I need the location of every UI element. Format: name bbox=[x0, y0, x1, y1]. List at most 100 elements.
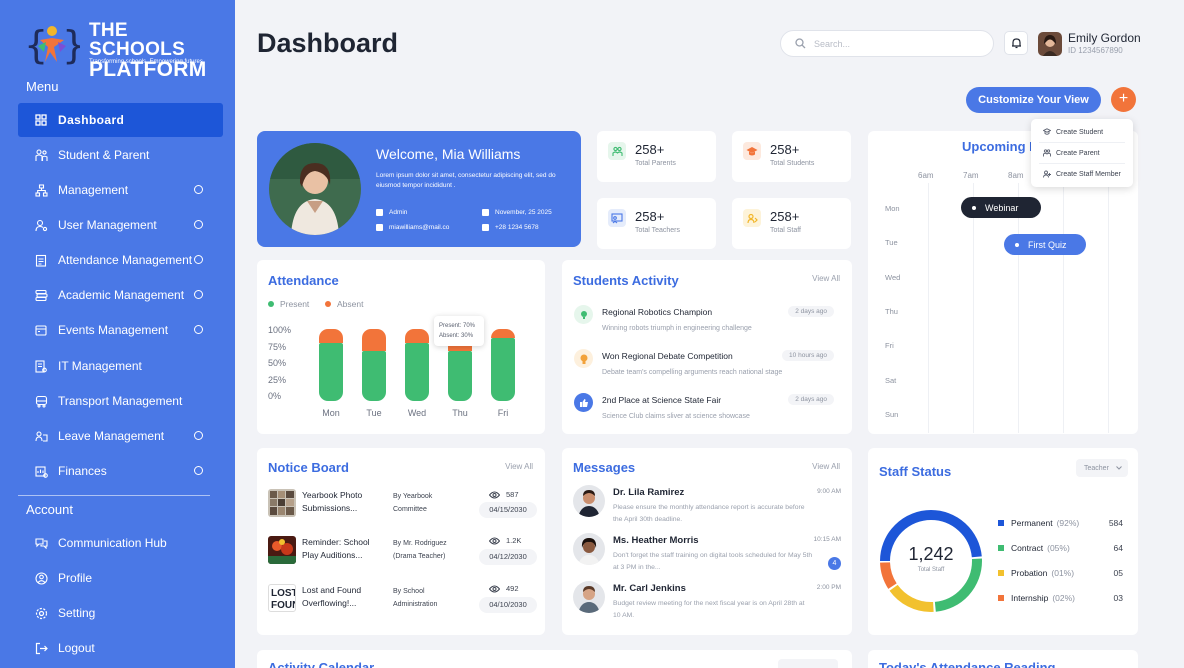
message-sender[interactable]: Dr. Lila Ramirez bbox=[613, 487, 685, 498]
sidebar-item-logout[interactable]: Logout bbox=[18, 631, 223, 665]
time-label: 8am bbox=[1008, 171, 1024, 180]
sidebar-item-profile[interactable]: Profile bbox=[18, 561, 223, 595]
sidebar-item-setting[interactable]: Setting bbox=[18, 596, 223, 630]
grid-icon bbox=[34, 113, 48, 127]
message-sender[interactable]: Mr. Carl Jenkins bbox=[613, 583, 686, 594]
create-menu: Create Student Create Parent Create Staf… bbox=[1031, 119, 1133, 187]
expand-icon[interactable] bbox=[194, 255, 203, 264]
user-avatar[interactable] bbox=[1038, 32, 1062, 56]
menu-divider bbox=[1039, 142, 1125, 143]
expand-icon[interactable] bbox=[194, 290, 203, 299]
staff-filter-select[interactable]: Teacher bbox=[1076, 459, 1128, 477]
menu-item-create-staff[interactable]: Create Staff Member bbox=[1043, 170, 1121, 178]
legend-label: Probation bbox=[1011, 568, 1048, 578]
grid-line bbox=[1018, 183, 1019, 433]
message-time: 9:00 AM bbox=[817, 488, 841, 495]
sidebar-item-transport-management[interactable]: Transport Management bbox=[18, 384, 223, 418]
sidebar-divider bbox=[18, 495, 210, 496]
message-preview: Please ensure the monthly attendance rep… bbox=[613, 504, 805, 523]
staff-status-title: Staff Status bbox=[879, 464, 952, 479]
bar-present-thu[interactable] bbox=[448, 350, 472, 401]
day-label: Sun bbox=[885, 410, 899, 419]
svg-text:}: } bbox=[62, 23, 80, 67]
stat-total-teachers[interactable]: 258+ Total Teachers bbox=[597, 198, 716, 249]
brand-tagline: Transforming schools. Empowering futures… bbox=[89, 59, 205, 65]
views-count: 492 bbox=[506, 584, 519, 593]
sidebar-item-student-parent[interactable]: Student & Parent bbox=[18, 138, 223, 172]
notice-item-views: 587 bbox=[489, 490, 519, 499]
bar-absent-wed[interactable] bbox=[405, 329, 429, 344]
activity-item-title[interactable]: Regional Robotics Champion bbox=[602, 307, 713, 317]
customize-view-button[interactable]: Customize Your View bbox=[966, 87, 1101, 113]
menu-item-create-student[interactable]: Create Student bbox=[1043, 128, 1103, 136]
trophy-icon bbox=[574, 305, 593, 324]
sidebar-item-leave-management[interactable]: Leave Management bbox=[18, 419, 223, 453]
activity-item-desc: Debate team's compelling arguments reach… bbox=[602, 369, 783, 376]
sidebar-item-it-management[interactable]: IT Management bbox=[18, 349, 223, 383]
y-tick: 0% bbox=[268, 391, 282, 401]
sidebar-item-dashboard[interactable]: Dashboard bbox=[18, 103, 223, 137]
event-webinar[interactable]: Webinar bbox=[961, 197, 1041, 218]
notice-item-title[interactable]: Yearbook Photo Submissions... bbox=[302, 490, 363, 513]
bar-present-fri[interactable] bbox=[491, 337, 515, 401]
stat-total-students[interactable]: 258+ Total Students bbox=[732, 131, 851, 182]
brand-logo[interactable]: { } THE SCHOOLS PLATFORM Transforming sc… bbox=[24, 20, 214, 80]
expand-icon[interactable] bbox=[194, 325, 203, 334]
tooltip-present: Present: 70% bbox=[439, 323, 476, 329]
expand-icon[interactable] bbox=[194, 431, 203, 440]
sidebar-item-user-management[interactable]: User Management bbox=[18, 208, 223, 242]
x-tick-label: Wed bbox=[407, 408, 427, 418]
bar-absent-fri[interactable] bbox=[491, 329, 515, 338]
messages-view-all-link[interactable]: View All bbox=[812, 462, 840, 471]
menu-item-create-parent[interactable]: Create Parent bbox=[1043, 149, 1100, 157]
upcoming-events-title: Upcoming E bbox=[962, 139, 1038, 154]
user-name[interactable]: Emily Gordon bbox=[1068, 31, 1141, 45]
bell-icon bbox=[1011, 38, 1021, 49]
notification-button[interactable] bbox=[1004, 31, 1028, 55]
attendance-title: Attendance bbox=[268, 273, 339, 288]
search-bar[interactable] bbox=[780, 30, 994, 57]
sidebar-item-finances[interactable]: Finances bbox=[18, 454, 223, 488]
page-title: Dashboard bbox=[257, 28, 399, 58]
role-text: Admin bbox=[389, 209, 408, 216]
bar-present-wed[interactable] bbox=[405, 343, 429, 401]
filter-value: Teacher bbox=[1084, 464, 1109, 472]
stat-total-parents[interactable]: 258+ Total Parents bbox=[597, 131, 716, 182]
stat-value: 258+ bbox=[635, 142, 665, 157]
message-sender[interactable]: Ms. Heather Morris bbox=[613, 535, 699, 546]
calendar-filter-select[interactable] bbox=[778, 659, 838, 668]
bar-absent-tue[interactable] bbox=[362, 329, 386, 351]
bar-present-mon[interactable] bbox=[319, 343, 343, 401]
sidebar-item-management[interactable]: Management bbox=[18, 173, 223, 207]
medal-icon bbox=[574, 349, 593, 368]
bar-present-tue[interactable] bbox=[362, 350, 386, 401]
stat-total-staff[interactable]: 258+ Total Staff bbox=[732, 198, 851, 249]
sidebar-item-academic-management[interactable]: Academic Management bbox=[18, 278, 223, 312]
time-label: 6am bbox=[918, 171, 934, 180]
stat-value: 258+ bbox=[635, 209, 665, 224]
staff-status-card: Staff Status Teacher 1,242 Total Staff P… bbox=[868, 448, 1138, 635]
legend-percent: (02%) bbox=[1052, 593, 1076, 603]
activity-item-title[interactable]: Won Regional Debate Competition bbox=[602, 351, 733, 361]
notice-item-title[interactable]: Lost and Found Overflowing!... bbox=[302, 585, 362, 608]
expand-icon[interactable] bbox=[194, 220, 203, 229]
parent-icon bbox=[1043, 149, 1051, 157]
menu-item-label: Create Staff Member bbox=[1056, 170, 1121, 178]
account-label: Account bbox=[26, 502, 73, 517]
event-first-quiz[interactable]: First Quiz bbox=[1004, 234, 1086, 255]
sidebar-item-attendance-management[interactable]: Attendance Management bbox=[18, 243, 223, 277]
bar-absent-mon[interactable] bbox=[319, 329, 343, 344]
activity-item-title[interactable]: 2nd Place at Science State Fair bbox=[602, 395, 722, 405]
expand-icon[interactable] bbox=[194, 466, 203, 475]
add-button[interactable]: + bbox=[1111, 87, 1136, 112]
search-input[interactable] bbox=[814, 38, 974, 49]
expand-icon[interactable] bbox=[194, 185, 203, 194]
activity-item-desc: Science Club claims sliver at science sh… bbox=[602, 413, 750, 420]
message-preview: Don't forget the staff training on digit… bbox=[613, 552, 813, 571]
activity-view-all-link[interactable]: View All bbox=[812, 274, 840, 283]
notice-item-title[interactable]: Reminder: School Play Auditions... bbox=[302, 537, 370, 560]
sidebar-item-events-management[interactable]: Events Management bbox=[18, 313, 223, 347]
notice-view-all-link[interactable]: View All bbox=[505, 462, 533, 471]
unread-badge: 4 bbox=[828, 557, 841, 570]
sidebar-item-communication-hub[interactable]: Communication Hub bbox=[18, 526, 223, 560]
